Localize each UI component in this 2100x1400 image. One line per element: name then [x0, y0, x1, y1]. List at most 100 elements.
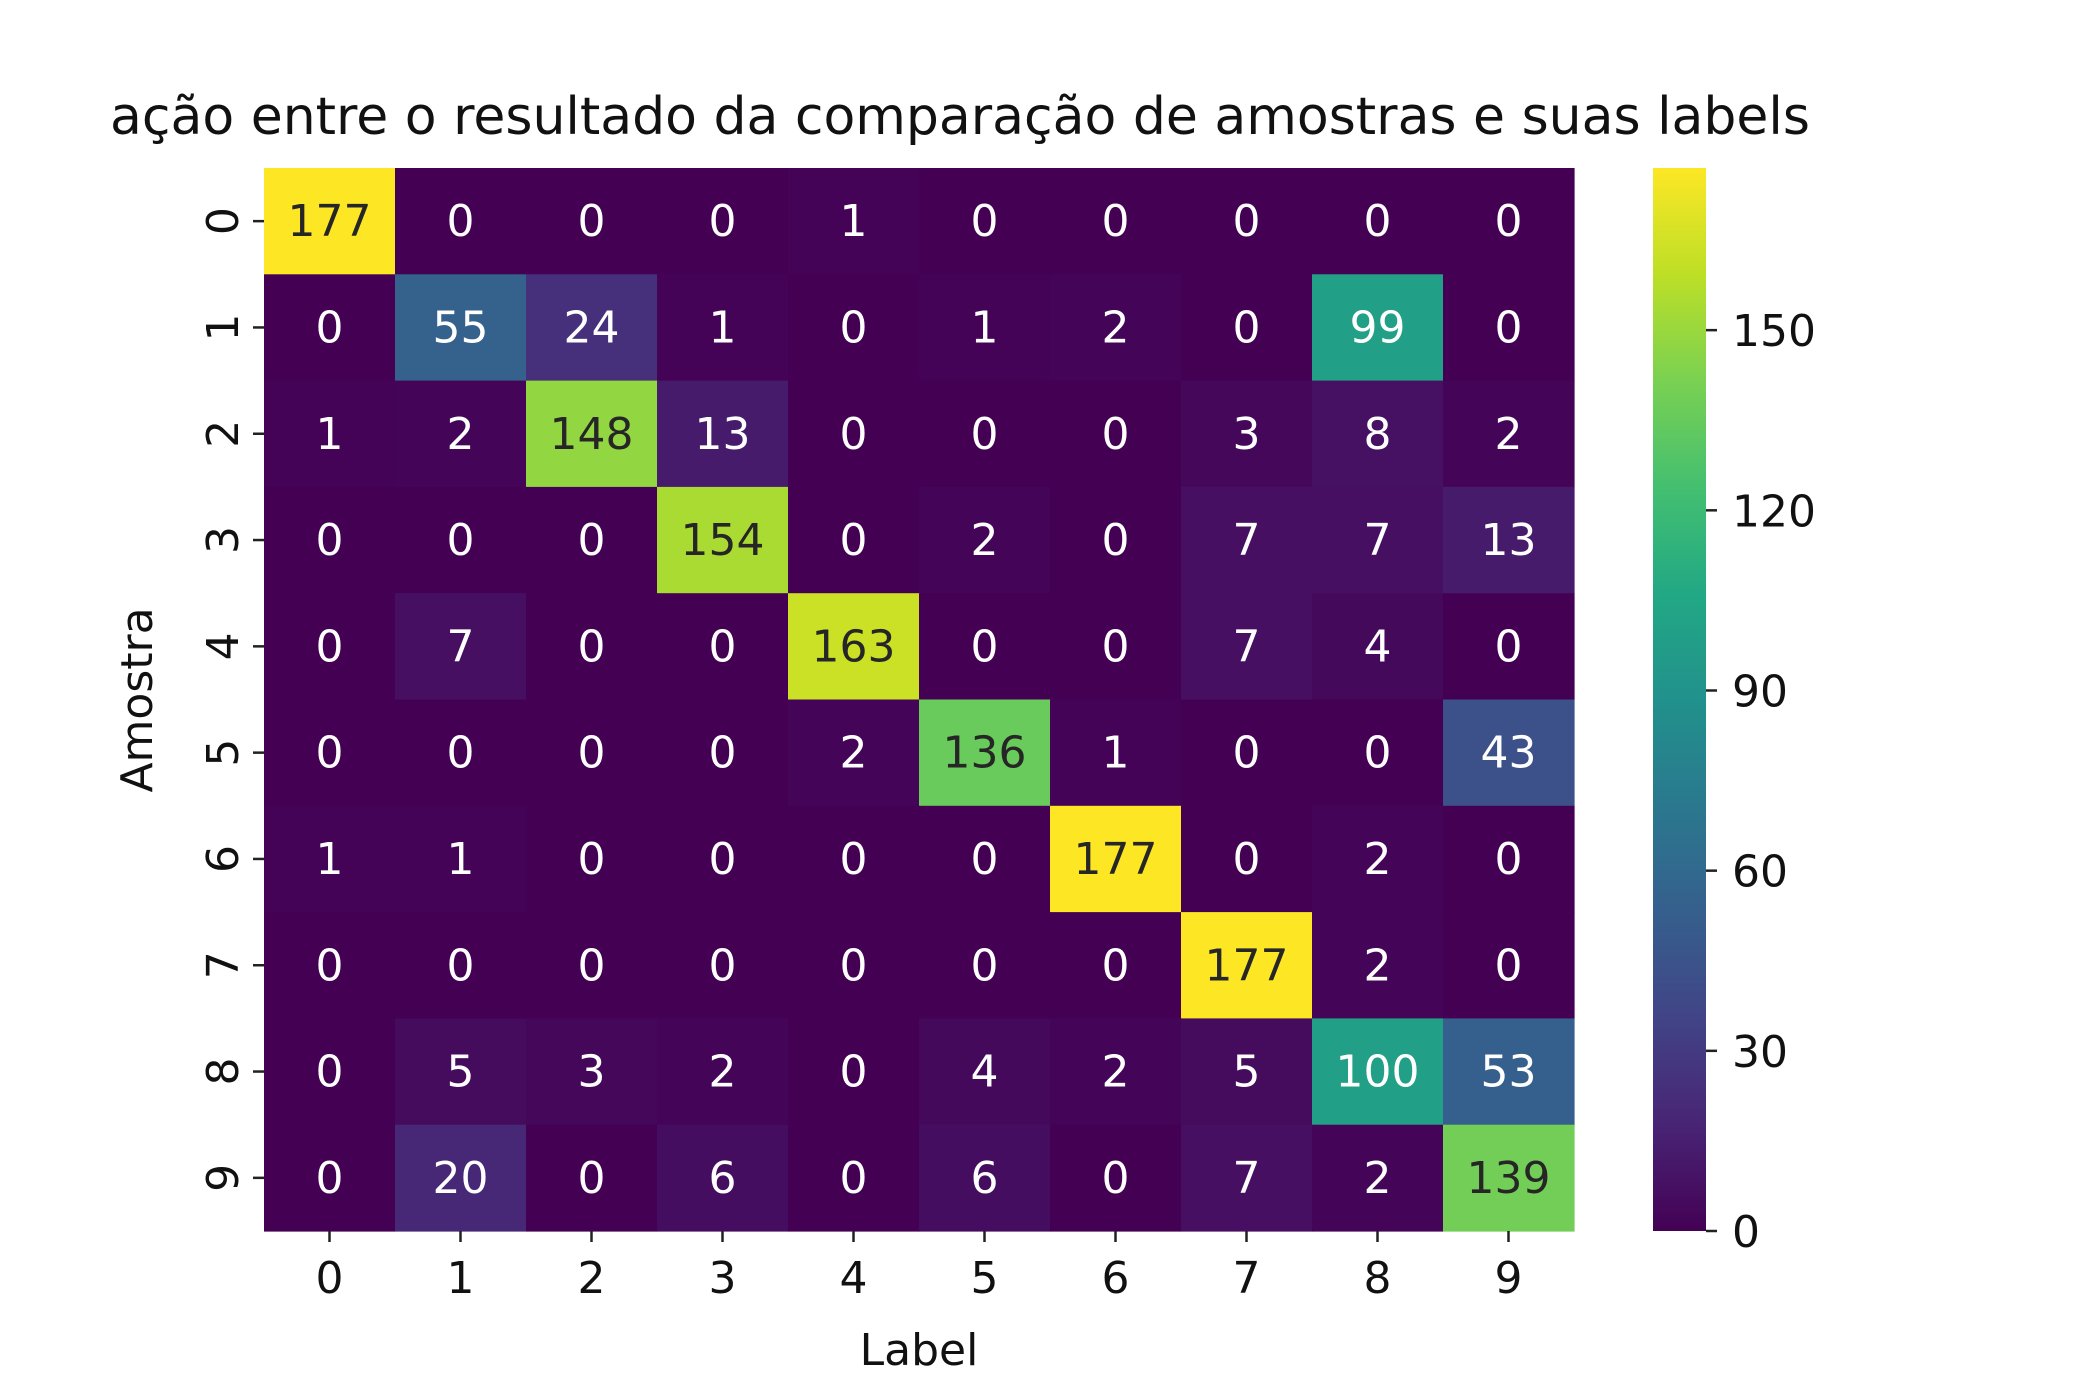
- heatmap-cell: [395, 380, 527, 488]
- heatmap-cell: [264, 274, 396, 382]
- heatmap-cell: [1443, 593, 1575, 701]
- heatmap-cell: [919, 699, 1051, 807]
- y-tick-label: 2: [198, 420, 249, 448]
- cell-value-label: 0: [840, 515, 868, 566]
- y-tick-label: 8: [198, 1058, 249, 1086]
- cell-value-label: 13: [695, 409, 751, 460]
- x-tick-label: 2: [578, 1253, 606, 1304]
- heatmap-cell: [657, 1124, 789, 1232]
- heatmap-cell: [1050, 1124, 1182, 1232]
- cell-value-label: 0: [1495, 302, 1523, 353]
- cell-value-label: 0: [840, 940, 868, 991]
- colorbar-tick-label: 150: [1732, 306, 1816, 357]
- cell-value-label: 8: [1364, 409, 1392, 460]
- heatmap-cell: [1050, 1018, 1182, 1126]
- cell-value-label: 0: [1102, 196, 1130, 247]
- cell-value-label: 3: [578, 1047, 606, 1098]
- y-tick-label: 0: [198, 207, 249, 235]
- x-tick-label: 6: [1102, 1253, 1130, 1304]
- cell-value-label: 0: [1233, 196, 1261, 247]
- heatmap-cell: [1181, 912, 1313, 1019]
- heatmap-cell: [395, 1124, 527, 1232]
- cell-value-label: 0: [840, 1153, 868, 1204]
- heatmap-cell: [1050, 912, 1182, 1019]
- cell-value-label: 0: [316, 302, 344, 353]
- cell-value-label: 148: [550, 409, 634, 460]
- heatmap-cell: [395, 912, 527, 1019]
- cell-value-label: 7: [1364, 515, 1392, 566]
- heatmap-cell: [526, 1124, 658, 1232]
- cell-value-label: 0: [1233, 728, 1261, 779]
- cell-value-label: 7: [447, 621, 475, 672]
- y-tick-label: 3: [198, 526, 249, 554]
- cell-value-label: 2: [1102, 1047, 1130, 1098]
- heatmap-cell: [919, 593, 1051, 701]
- heatmap-cell: [1443, 699, 1575, 807]
- heatmap-cell: [657, 805, 789, 913]
- heatmap-cell: [1312, 168, 1444, 275]
- cell-value-label: 4: [1364, 621, 1392, 672]
- heatmap-cell: [657, 168, 789, 275]
- y-tick-label: 5: [198, 739, 249, 767]
- cell-value-label: 2: [1364, 940, 1392, 991]
- heatmap-cell: [919, 486, 1051, 594]
- heatmap-cell: [919, 274, 1051, 382]
- y-tick-label: 9: [198, 1164, 249, 1192]
- x-tick-label: 1: [447, 1253, 475, 1304]
- cell-value-label: 0: [578, 834, 606, 885]
- cell-value-label: 0: [1233, 302, 1261, 353]
- heatmap-cell: [919, 805, 1051, 913]
- heatmap-cell: [788, 593, 920, 701]
- cell-value-label: 6: [709, 1153, 737, 1204]
- cell-value-label: 20: [433, 1153, 489, 1204]
- cell-value-label: 0: [578, 940, 606, 991]
- colorbar-tick-label: 120: [1732, 486, 1816, 537]
- cell-value-label: 0: [971, 621, 999, 672]
- heatmap-cell: [788, 486, 920, 594]
- cell-value-label: 0: [840, 409, 868, 460]
- heatmap-cells: 177 0 0 0 1 0 0 0 0 00 55 24 1 0 1 2 0 99 01 2 148 13 0 0 0 3 8 20 0…: [264, 168, 1575, 1232]
- heatmap-cell: [788, 805, 920, 913]
- heatmap-cell: [1181, 699, 1313, 807]
- chart-title: ação entre o resultado da comparação de …: [110, 87, 1810, 147]
- heatmap-cell: [1312, 380, 1444, 488]
- y-tick-label: 1: [198, 313, 249, 341]
- y-tick-label: 7: [198, 951, 249, 979]
- heatmap-cell: [1050, 593, 1182, 701]
- x-tick-label: 4: [840, 1253, 868, 1304]
- heatmap-cell: [395, 699, 527, 807]
- heatmap-cell: [1312, 1018, 1444, 1126]
- cell-value-label: 0: [578, 1153, 606, 1204]
- heatmap-cell: [657, 380, 789, 488]
- cell-value-label: 0: [316, 1047, 344, 1098]
- cell-value-label: 0: [709, 196, 737, 247]
- cell-value-label: 136: [943, 728, 1027, 779]
- cell-value-label: 1: [316, 834, 344, 885]
- cell-value-label: 0: [316, 515, 344, 566]
- heatmap-cell: [1312, 912, 1444, 1019]
- x-axis: 0 1 2 3 4 5 6 7 8 9: [316, 1231, 1523, 1304]
- cell-value-label: 0: [1495, 196, 1523, 247]
- cell-value-label: 0: [578, 515, 606, 566]
- cell-value-label: 0: [447, 940, 475, 991]
- cell-value-label: 1: [840, 196, 868, 247]
- cell-value-label: 0: [971, 940, 999, 991]
- heatmap-cell: [1443, 486, 1575, 594]
- x-tick-label: 7: [1233, 1253, 1261, 1304]
- colorbar-tick-label: 30: [1732, 1027, 1788, 1078]
- cell-value-label: 0: [316, 621, 344, 672]
- heatmap-cell: [526, 1018, 658, 1126]
- heatmap-cell: [657, 593, 789, 701]
- heatmap-cell: [1181, 1018, 1313, 1126]
- cell-value-label: 24: [564, 302, 620, 353]
- cell-value-label: 0: [1102, 515, 1130, 566]
- cell-value-label: 2: [1364, 834, 1392, 885]
- cell-value-label: 0: [578, 621, 606, 672]
- cell-value-label: 0: [709, 940, 737, 991]
- cell-value-label: 0: [578, 196, 606, 247]
- cell-value-label: 0: [971, 834, 999, 885]
- heatmap-cell: [526, 380, 658, 488]
- heatmap-cell: [264, 1018, 396, 1126]
- cell-value-label: 2: [1495, 409, 1523, 460]
- cell-value-label: 7: [1233, 515, 1261, 566]
